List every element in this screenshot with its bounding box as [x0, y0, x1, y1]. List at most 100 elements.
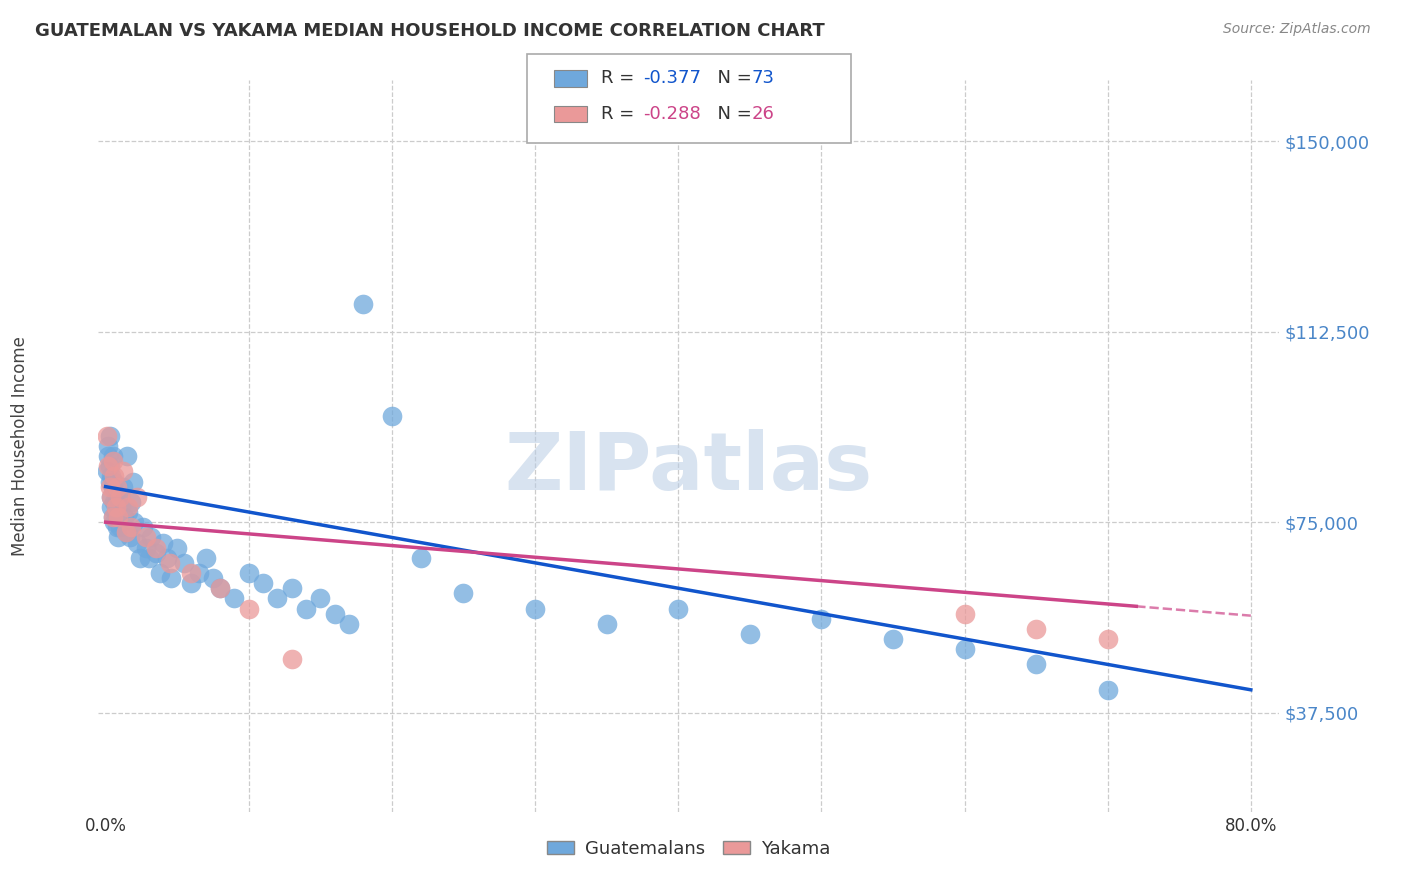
- Point: [180, 566, 202, 580]
- Point: [238, 601, 260, 615]
- Point: [101, 480, 124, 494]
- Point: [953, 607, 976, 621]
- Point: [103, 469, 125, 483]
- Point: [101, 454, 124, 468]
- Point: [118, 530, 141, 544]
- Point: [101, 510, 124, 524]
- Point: [98, 475, 121, 489]
- Point: [141, 530, 163, 544]
- Point: [105, 520, 128, 534]
- Point: [107, 510, 129, 524]
- Point: [135, 530, 157, 544]
- Point: [104, 484, 127, 499]
- Point: [129, 550, 152, 565]
- Point: [666, 601, 689, 615]
- Point: [101, 510, 124, 524]
- Point: [1097, 632, 1119, 646]
- Legend: Guatemalans, Yakama: Guatemalans, Yakama: [540, 832, 838, 865]
- Point: [111, 480, 134, 494]
- Point: [309, 591, 332, 606]
- Point: [295, 601, 318, 615]
- Point: [108, 520, 131, 534]
- Point: [112, 510, 135, 524]
- Point: [110, 500, 132, 514]
- Point: [100, 500, 122, 514]
- Point: [111, 464, 134, 478]
- Point: [524, 601, 547, 615]
- Point: [159, 556, 181, 570]
- Point: [337, 616, 360, 631]
- Point: [595, 616, 617, 631]
- Point: [103, 495, 125, 509]
- Text: -0.377: -0.377: [643, 70, 702, 87]
- Point: [104, 505, 127, 519]
- Point: [224, 591, 246, 606]
- Point: [132, 520, 155, 534]
- Text: R =: R =: [600, 105, 638, 123]
- Y-axis label: Median Household Income: Median Household Income: [11, 336, 30, 556]
- Point: [117, 500, 139, 514]
- Point: [97, 459, 120, 474]
- Point: [1025, 622, 1047, 636]
- Point: [96, 429, 118, 443]
- Point: [98, 459, 121, 474]
- Point: [810, 612, 832, 626]
- Text: Source: ZipAtlas.com: Source: ZipAtlas.com: [1223, 22, 1371, 37]
- Text: GUATEMALAN VS YAKAMA MEDIAN HOUSEHOLD INCOME CORRELATION CHART: GUATEMALAN VS YAKAMA MEDIAN HOUSEHOLD IN…: [35, 22, 825, 40]
- Point: [100, 490, 122, 504]
- Point: [135, 541, 157, 555]
- Point: [121, 475, 143, 489]
- Point: [201, 571, 224, 585]
- Point: [152, 535, 174, 549]
- Point: [103, 475, 125, 489]
- Point: [115, 449, 138, 463]
- Point: [104, 500, 127, 514]
- Point: [108, 490, 131, 504]
- Point: [180, 576, 202, 591]
- Point: [1025, 657, 1047, 672]
- Point: [98, 480, 121, 494]
- Point: [105, 495, 128, 509]
- Point: [160, 571, 183, 585]
- Point: [96, 464, 118, 478]
- Point: [108, 490, 131, 504]
- Point: [103, 515, 125, 529]
- Point: [145, 546, 167, 560]
- Point: [187, 566, 209, 580]
- Point: [97, 439, 120, 453]
- Point: [122, 515, 145, 529]
- Text: N =: N =: [706, 70, 756, 87]
- Point: [98, 429, 121, 443]
- Point: [280, 581, 302, 595]
- Point: [453, 586, 475, 600]
- Point: [352, 297, 374, 311]
- Point: [156, 550, 179, 565]
- Point: [738, 627, 761, 641]
- Point: [166, 541, 188, 555]
- Text: N =: N =: [706, 105, 756, 123]
- Text: -0.288: -0.288: [643, 105, 700, 123]
- Point: [173, 556, 195, 570]
- Text: R =: R =: [600, 70, 638, 87]
- Point: [252, 576, 274, 591]
- Point: [100, 469, 122, 483]
- Text: ZIPatlas: ZIPatlas: [505, 429, 873, 507]
- Point: [238, 566, 260, 580]
- Point: [125, 490, 148, 504]
- Point: [100, 490, 122, 504]
- Point: [105, 480, 128, 494]
- Point: [209, 581, 232, 595]
- Point: [120, 495, 142, 509]
- Point: [117, 505, 139, 519]
- Point: [107, 510, 129, 524]
- Point: [882, 632, 904, 646]
- Point: [266, 591, 288, 606]
- Point: [323, 607, 346, 621]
- Point: [149, 566, 172, 580]
- Text: 73: 73: [751, 70, 775, 87]
- Point: [381, 409, 404, 423]
- Point: [138, 550, 160, 565]
- Point: [209, 581, 232, 595]
- Point: [107, 530, 129, 544]
- Point: [953, 642, 976, 657]
